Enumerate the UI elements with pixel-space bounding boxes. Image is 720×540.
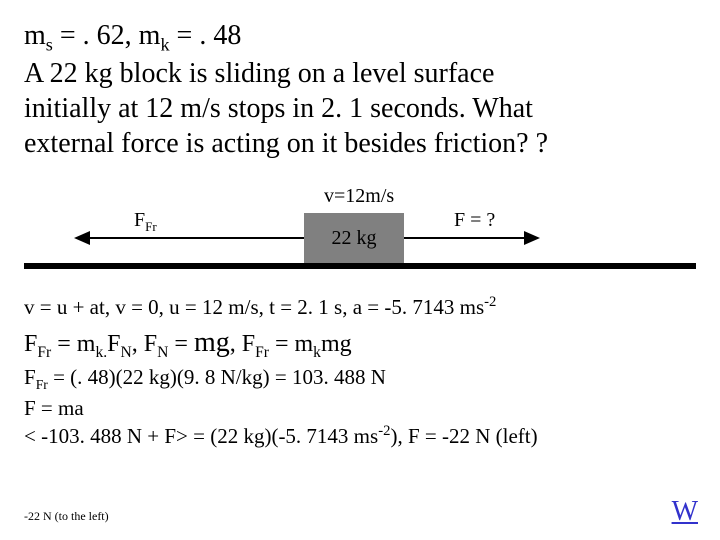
surface-line	[24, 263, 696, 269]
friction-force-label: FFr	[134, 209, 157, 235]
mu-k-value: = . 48	[170, 20, 242, 51]
solution-line-1: v = u + at, v = 0, u = 12 m/s, t = 2. 1 …	[24, 293, 696, 321]
w-link[interactable]: W	[672, 496, 698, 528]
free-body-diagram: v=12m/s FFr 22 kg F = ?	[24, 179, 696, 279]
mu-s-symbol: ms	[24, 20, 53, 51]
solution-line-4: F = ma	[24, 394, 696, 422]
left-arrow-head-icon	[74, 231, 90, 245]
solution-line-3: FFr = (. 48)(22 kg)(9. 8 N/kg) = 103. 48…	[24, 363, 696, 395]
solution-text: v = u + at, v = 0, u = 12 m/s, t = 2. 1 …	[24, 293, 696, 450]
problem-line-3: initially at 12 m/s stops in 2. 1 second…	[24, 93, 533, 124]
block-box: 22 kg	[304, 213, 404, 263]
velocity-label: v=12m/s	[324, 185, 394, 208]
mu-k-symbol: mk	[139, 20, 170, 51]
problem-text: ms = . 62, mk = . 48 A 22 kg block is sl…	[24, 18, 696, 161]
mu-s-value: = . 62,	[53, 20, 139, 51]
problem-line-4: external force is acting on it besides f…	[24, 128, 548, 159]
solution-line-5: < -103. 488 N + F> = (22 kg)(-5. 7143 ms…	[24, 422, 696, 450]
block-mass-label: 22 kg	[332, 227, 377, 250]
right-arrow-line	[404, 237, 524, 239]
problem-line-2: A 22 kg block is sliding on a level surf…	[24, 58, 494, 89]
applied-force-label: F = ?	[454, 209, 495, 232]
final-answer: -22 N (to the left)	[24, 509, 109, 524]
solution-line-2: FFr = mk.FN, FN = mg, FFr = mkmg	[24, 324, 696, 363]
left-arrow-line	[90, 237, 304, 239]
slide: ms = . 62, mk = . 48 A 22 kg block is sl…	[0, 0, 720, 540]
right-arrow-head-icon	[524, 231, 540, 245]
